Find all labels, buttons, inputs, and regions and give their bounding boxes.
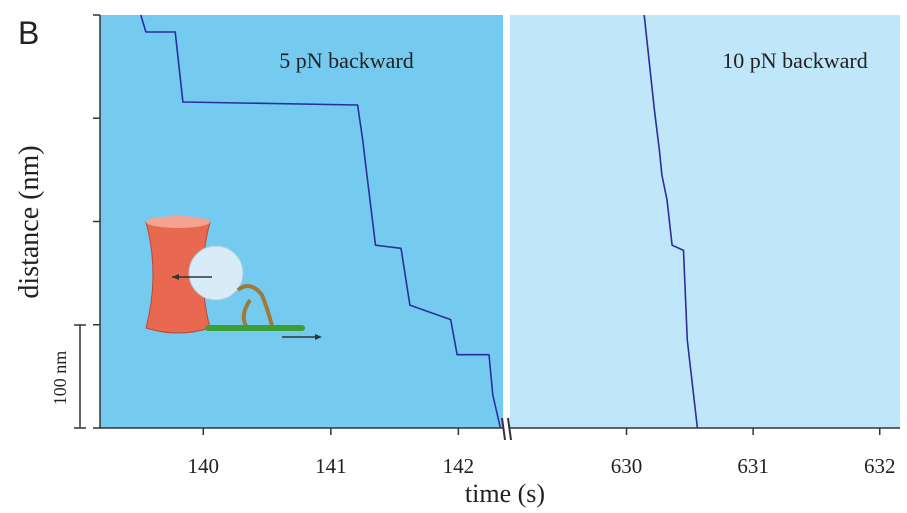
motor xyxy=(236,284,274,327)
trace xyxy=(140,14,502,429)
y-axis-label: distance (nm) xyxy=(14,145,45,298)
panel-annotation: 5 pN backward xyxy=(279,48,413,73)
panel-background xyxy=(510,15,900,428)
content: 5 pN backward 140 141 142 10 pN backward 630 6… xyxy=(93,14,900,478)
schematic xyxy=(145,216,322,340)
arrow-head xyxy=(315,334,322,340)
break-mark xyxy=(501,417,506,441)
bead xyxy=(188,245,244,301)
x-tick-label: 141 xyxy=(315,454,347,478)
x-axis-label: time (s) xyxy=(465,479,545,508)
filament xyxy=(205,325,305,331)
trap-top xyxy=(146,216,210,228)
panel-annotation: 10 pN backward xyxy=(722,48,867,73)
arrow-head xyxy=(172,274,179,280)
x-tick-label: 631 xyxy=(737,454,769,478)
scale-bar-label: 100 nm xyxy=(50,351,70,406)
trace xyxy=(643,14,699,429)
panel-label: B xyxy=(18,15,39,51)
break-mark xyxy=(507,417,512,441)
x-tick-label: 630 xyxy=(611,454,643,478)
axis-break xyxy=(501,417,512,441)
x-tick-label: 142 xyxy=(443,454,475,478)
scale-bar xyxy=(74,324,86,429)
x-tick-label: 140 xyxy=(188,454,220,478)
backgrounds xyxy=(100,15,900,428)
x-tick-label: 632 xyxy=(864,454,896,478)
